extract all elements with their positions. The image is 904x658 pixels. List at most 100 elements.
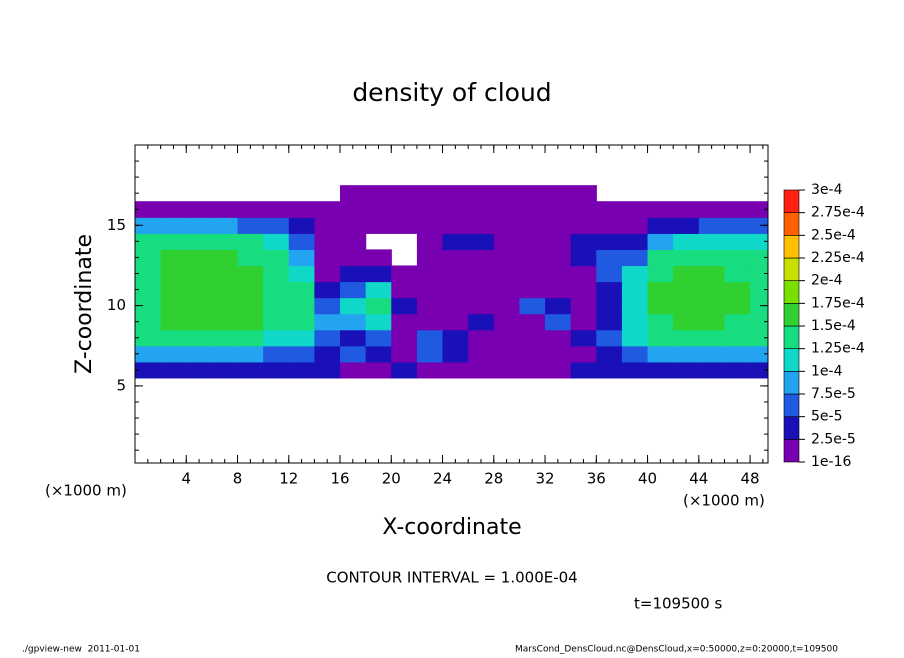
plot-frame xyxy=(134,144,769,464)
heat-cell xyxy=(698,249,726,267)
heat-cell xyxy=(545,297,572,315)
heat-cell xyxy=(442,313,469,331)
heat-cell xyxy=(570,297,597,315)
heat-cell xyxy=(493,345,521,363)
heat-cell xyxy=(621,233,649,250)
heat-cell xyxy=(391,313,418,331)
heat-cell xyxy=(621,217,649,234)
heat-cell xyxy=(545,345,572,363)
heat-cell xyxy=(545,233,572,250)
heat-cell xyxy=(314,297,341,315)
heat-cell xyxy=(263,361,290,379)
heat-cell xyxy=(519,313,546,331)
heat-cell xyxy=(468,217,495,234)
colorbar-box xyxy=(783,257,800,281)
heat-cell xyxy=(211,265,239,283)
heat-cell xyxy=(596,313,623,331)
heat-cell xyxy=(237,249,264,267)
heat-cell xyxy=(288,201,315,218)
heat-cell xyxy=(263,249,290,267)
heat-cell xyxy=(647,345,674,363)
heat-cell xyxy=(468,201,495,218)
heat-cell xyxy=(416,345,444,363)
y-unit: (×1000 m) xyxy=(45,482,127,500)
heat-cell xyxy=(160,345,187,363)
heat-cell xyxy=(570,185,597,202)
heat-cell xyxy=(314,329,341,347)
heat-cell xyxy=(314,217,341,234)
heat-cell xyxy=(724,265,751,283)
heat-cell xyxy=(391,185,418,202)
heat-cell xyxy=(468,185,495,202)
heat-cell xyxy=(288,329,315,347)
heat-cell xyxy=(211,217,239,234)
x-unit: (×1000 m) xyxy=(683,492,765,510)
heat-cell xyxy=(160,297,187,315)
colorbar-box xyxy=(783,439,800,463)
x-tick-label: 12 xyxy=(279,470,298,488)
heat-cell xyxy=(468,297,495,315)
heat-cell xyxy=(493,329,521,347)
heat-cell xyxy=(724,345,751,363)
heat-cell xyxy=(365,297,392,315)
heat-cell xyxy=(698,233,726,250)
heat-cell xyxy=(211,313,239,331)
heat-cell xyxy=(314,313,341,331)
x-tick-label: 48 xyxy=(741,470,760,488)
colorbar-box xyxy=(783,393,800,417)
heat-cell xyxy=(442,265,469,283)
heat-cell xyxy=(750,329,768,347)
heat-cell xyxy=(621,329,649,347)
colorbar-label: 1e-16 xyxy=(811,454,851,470)
heat-cell xyxy=(468,281,495,299)
heat-cell xyxy=(135,265,162,283)
heat-cell xyxy=(340,297,367,315)
heat-cell xyxy=(288,233,315,250)
heat-cell xyxy=(673,345,700,363)
heat-cell xyxy=(698,313,726,331)
heat-cell xyxy=(647,361,674,379)
heat-cell xyxy=(340,281,367,299)
heat-cell xyxy=(673,329,700,347)
colorbar-label: 2.5e-5 xyxy=(811,431,856,447)
heat-cell xyxy=(135,233,162,250)
heat-cell xyxy=(135,249,162,267)
heat-cell xyxy=(673,361,700,379)
y-axis-label: Z-coordinate xyxy=(72,234,97,374)
heat-cell xyxy=(160,361,187,379)
colorbar-label: 2.25e-4 xyxy=(811,250,865,266)
colorbar-box xyxy=(783,325,800,349)
heat-cell xyxy=(340,313,367,331)
heat-cell xyxy=(673,313,700,331)
heat-cell xyxy=(750,233,768,250)
colorbar-label: 1.75e-4 xyxy=(811,295,865,311)
heat-cell xyxy=(263,345,290,363)
heat-cell xyxy=(647,281,674,299)
heat-cell xyxy=(724,297,751,315)
heat-cell xyxy=(135,361,162,379)
heat-cell xyxy=(596,265,623,283)
heat-cell xyxy=(724,201,751,218)
heat-cell xyxy=(647,201,674,218)
heat-cell xyxy=(519,297,546,315)
heat-cell xyxy=(673,297,700,315)
heat-cell xyxy=(237,217,264,234)
y-tick-label: 15 xyxy=(107,216,126,234)
heat-cell xyxy=(135,329,162,347)
heat-cell xyxy=(724,313,751,331)
heat-cell xyxy=(493,233,521,250)
heat-cell xyxy=(391,345,418,363)
heat-cell xyxy=(647,265,674,283)
heat-cell xyxy=(340,265,367,283)
heat-cell xyxy=(519,201,546,218)
heat-cell xyxy=(416,329,444,347)
heat-cell xyxy=(186,313,213,331)
heat-cell xyxy=(186,329,213,347)
x-tick-label: 36 xyxy=(587,470,606,488)
heat-cell xyxy=(468,361,495,379)
heat-cell xyxy=(160,281,187,299)
x-tick-label: 20 xyxy=(382,470,401,488)
heat-cell xyxy=(519,265,546,283)
heat-cell xyxy=(442,185,469,202)
heat-cell xyxy=(365,265,392,283)
